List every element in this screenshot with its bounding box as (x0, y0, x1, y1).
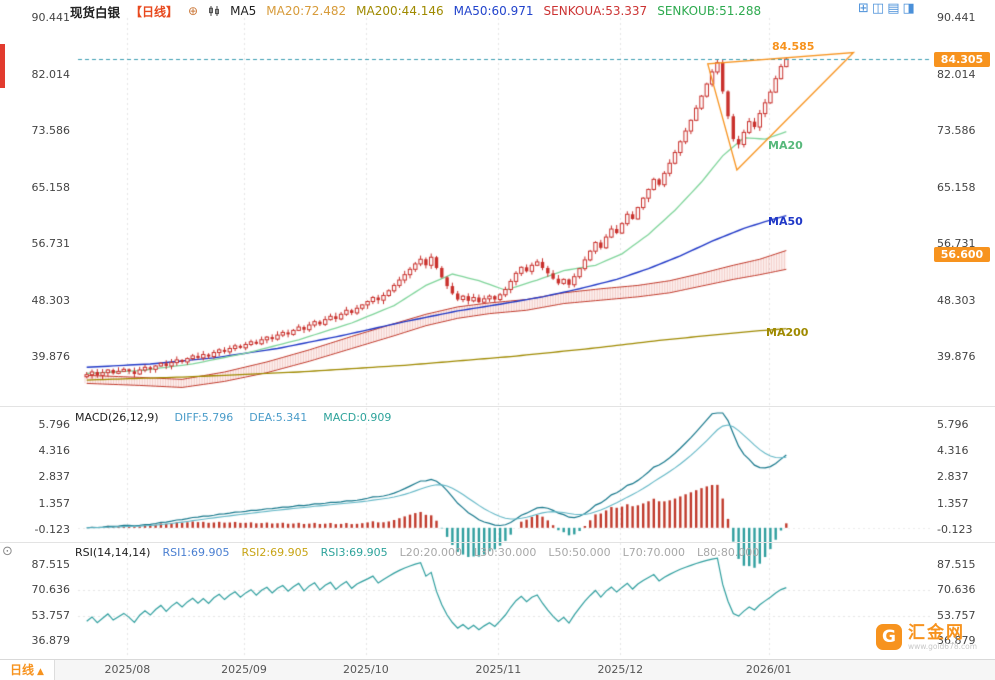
rsi1-value: RSI1:69.905 (162, 546, 230, 559)
time-axis-bar: 日线 ▲ 2025/08 2025/09 2025/10 2025/11 2025/12 2… (0, 659, 995, 680)
rsi2-value: RSI2:69.905 (241, 546, 309, 559)
month-label: 2025/12 (597, 663, 644, 676)
axis-label: 36.879 (937, 634, 976, 647)
tab-arrow-icon: ▲ (37, 667, 44, 677)
macd-header: MACD(26,12,9) DIFF:5.796 DEA:5.341 MACD:… (75, 411, 391, 424)
rsi-header: RSI(14,14,14) RSI1:69.905 RSI2:69.905 RS… (75, 546, 759, 559)
chart-type-icon[interactable] (208, 4, 220, 18)
ma200-line-tag: MA200 (766, 326, 809, 339)
axis-label: 70.636 (31, 583, 71, 597)
axis-label: 82.014 (31, 67, 71, 81)
axis-label: 65.158 (937, 180, 976, 194)
month-label: 2025/08 (104, 663, 151, 676)
axis-label: 36.879 (31, 634, 71, 647)
rsi-l20-value: L20:20.000 (399, 546, 462, 559)
axis-label: 90.441 (937, 11, 976, 24)
axis-label: 2.837 (937, 470, 969, 484)
rsi-title: RSI(14,14,14) (75, 546, 151, 559)
panel-divider (0, 406, 995, 407)
rsi-l70-value: L70:70.000 (622, 546, 685, 559)
layout-icon-group: ⊞ ◫ ▤ ◨ (858, 1, 915, 16)
axis-label: 90.441 (31, 11, 71, 24)
last-price-badge: 84.305 (934, 52, 990, 67)
macd-dea-value: DEA:5.341 (249, 411, 308, 424)
axis-label: 82.014 (937, 67, 976, 81)
axis-label: 48.303 (31, 293, 71, 307)
high-annotation-label: 84.585 (772, 40, 815, 53)
axis-label: 73.586 (31, 124, 71, 138)
logo-name: 汇金网 (908, 623, 965, 643)
senkoua-value: SENKOUA:53.337 (543, 4, 648, 18)
axis-label: 5.796 (937, 418, 969, 431)
ma200-value: MA200:44.146 (356, 4, 444, 18)
logo-url: www.gold678.com (908, 641, 978, 651)
month-label: 2025/10 (343, 663, 389, 676)
senkou-price-badge: 56.600 (934, 247, 990, 262)
axis-label: 87.515 (937, 558, 976, 571)
axis-label: 53.757 (31, 608, 71, 622)
axis-label: 70.636 (937, 583, 976, 597)
axis-label: 2.837 (38, 470, 71, 484)
rsi-l30-value: L30:30.000 (474, 546, 537, 559)
axis-label: 1.357 (937, 496, 969, 510)
axis-label: 65.158 (31, 180, 71, 194)
site-logo: G 汇金网 www.gold678.com (876, 624, 977, 651)
logo-icon: G (876, 624, 902, 651)
ma20-line-tag: MA20 (768, 139, 803, 152)
axis-label: -0.123 (937, 523, 973, 536)
macd-hist-value: MACD:0.909 (323, 411, 392, 424)
axis-label: 39.876 (31, 350, 71, 364)
ma5-label: MA5 (230, 4, 257, 18)
chart-header: 现货白银 【日线】 ⊕ MA5 MA20:72.482 MA200:44.146… (70, 3, 762, 20)
axis-label: 56.731 (31, 237, 71, 251)
macd-title: MACD(26,12,9) (75, 411, 159, 424)
axis-label: 73.586 (937, 124, 976, 138)
axis-label: 1.357 (38, 496, 71, 510)
rsi3-value: RSI3:69.905 (320, 546, 388, 559)
axis-label: 4.316 (937, 444, 969, 458)
indicator-visibility-icon[interactable]: ⊙ (2, 544, 13, 559)
rsi-l80-value: L80:80.000 (696, 546, 760, 559)
grid-layout-icon[interactable]: ⊞ (858, 1, 869, 16)
month-label: 2025/11 (475, 663, 522, 676)
month-label: 2025/09 (221, 663, 267, 676)
rsi-l50-value: L50:50.000 (548, 546, 611, 559)
axis-label: 5.796 (38, 418, 71, 431)
axis-label: -0.123 (34, 523, 70, 536)
left-edge-marker (0, 44, 5, 88)
timeframe-tab[interactable]: 日线 ▲ (0, 660, 55, 680)
panel-divider (0, 542, 995, 543)
axis-label: 48.303 (937, 293, 976, 307)
month-label: 2026/01 (745, 663, 792, 676)
ma50-value: MA50:60.971 (453, 4, 534, 18)
axis-label: 53.757 (937, 608, 976, 622)
axis-label: 87.515 (31, 558, 71, 571)
senkoub-value: SENKOUB:51.288 (657, 4, 762, 18)
ma20-value: MA20:72.482 (266, 4, 347, 18)
list-layout-icon[interactable]: ▤ (887, 1, 900, 16)
axis-label: 4.316 (38, 444, 71, 458)
macd-diff-value: DIFF:5.796 (174, 411, 234, 424)
timeframe-label: 日线 (10, 663, 35, 677)
panel-layout-icon[interactable]: ◨ (902, 1, 915, 16)
symbol-name: 现货白银 (70, 4, 121, 20)
compare-icon[interactable]: ⊕ (188, 4, 199, 18)
period-label[interactable]: 【日线】 (130, 4, 179, 19)
axis-label: 39.876 (937, 350, 976, 364)
split-layout-icon[interactable]: ◫ (871, 1, 885, 16)
ma50-line-tag: MA50 (768, 215, 803, 228)
